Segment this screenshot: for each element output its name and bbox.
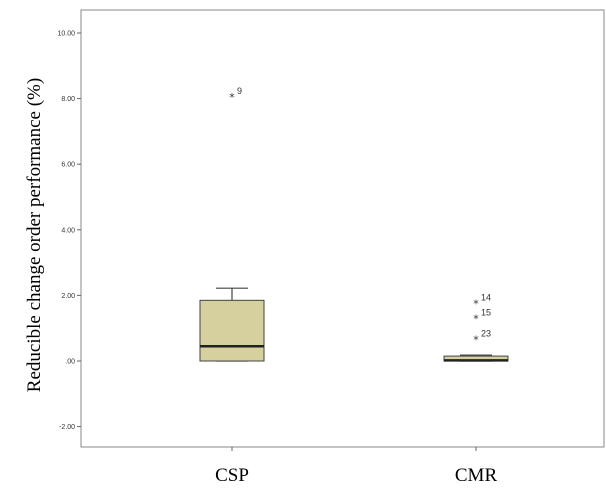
- x-axis-labels: CSP CMR: [215, 447, 497, 486]
- outlier-star-icon: *: [229, 91, 235, 104]
- outlier-star-icon: *: [473, 334, 479, 347]
- x-category-label: CMR: [455, 465, 498, 486]
- plot-frame: [80, 9, 605, 448]
- outlier-label: 15: [481, 307, 491, 317]
- y-tick-label: 8.00: [61, 96, 75, 103]
- y-tick-label: .00: [65, 359, 75, 366]
- outlier-label: 23: [481, 329, 491, 339]
- y-tick-label: -2.00: [59, 424, 75, 431]
- box-iqr: [199, 299, 265, 362]
- y-tick-label: 4.00: [61, 227, 75, 234]
- outlier-label: 14: [481, 293, 491, 303]
- outlier-star-icon: *: [473, 298, 479, 311]
- y-axis-title: Reducible change order performance (%): [24, 78, 45, 392]
- y-tick-label: 6.00: [61, 162, 75, 169]
- box-cmr: * 14* 15* 23: [443, 293, 509, 362]
- outlier-label: 9: [237, 86, 242, 96]
- box-csp: * 9: [199, 86, 265, 362]
- outlier-star-icon: *: [473, 312, 479, 325]
- y-axis: -2.00 .00 2.00 4.00 6.00 8.00 10.00: [57, 31, 81, 431]
- y-tick-label: 2.00: [61, 293, 75, 300]
- x-category-label: CSP: [215, 465, 249, 486]
- y-tick-label: 10.00: [57, 31, 75, 38]
- box-group: * 9* 14* 15* 23: [199, 86, 509, 362]
